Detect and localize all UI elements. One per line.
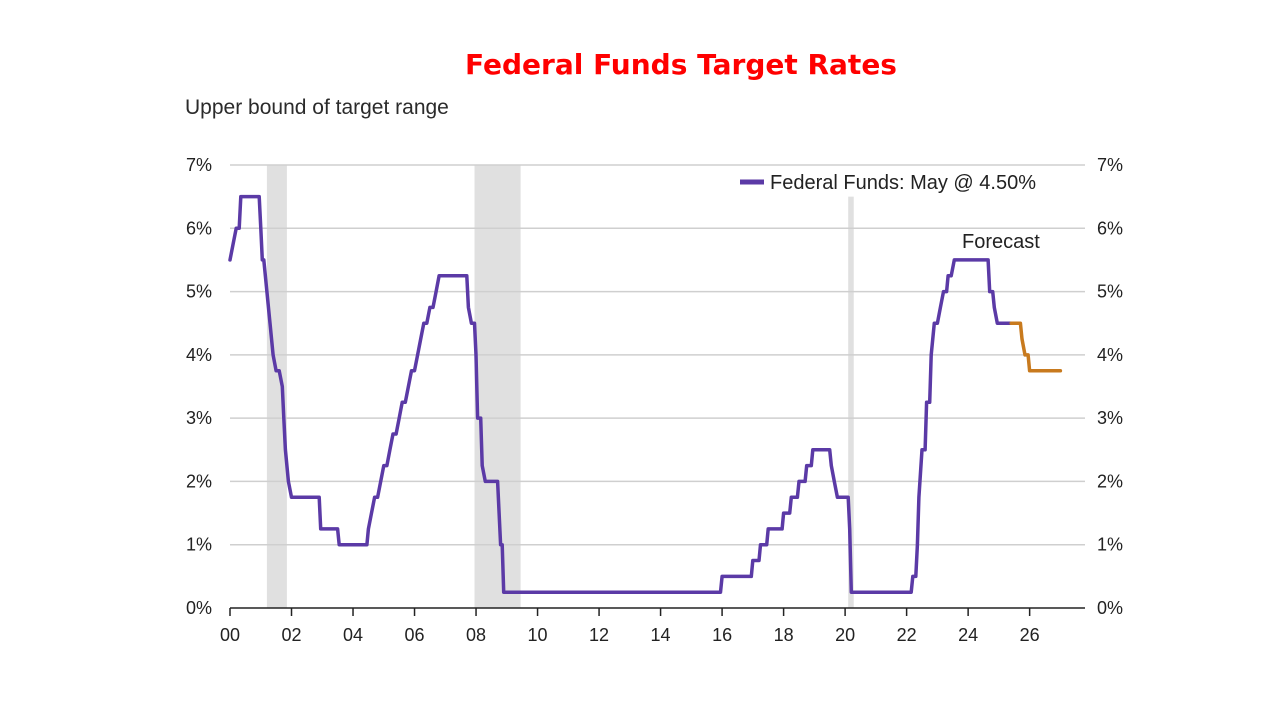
y-tick-label-right: 3% <box>1097 408 1123 428</box>
recession-band <box>848 196 854 608</box>
x-tick-label: 18 <box>774 625 794 645</box>
y-tick-label-right: 0% <box>1097 598 1123 618</box>
y-tick-label-right: 1% <box>1097 535 1123 555</box>
y-tick-label-right: 4% <box>1097 345 1123 365</box>
y-tick-label-left: 2% <box>186 471 212 491</box>
y-tick-label-left: 0% <box>186 598 212 618</box>
y-tick-label-left: 7% <box>186 155 212 175</box>
x-tick-label: 08 <box>466 625 486 645</box>
x-tick-label: 16 <box>712 625 732 645</box>
y-tick-label-right: 2% <box>1097 471 1123 491</box>
recession-band <box>474 165 521 608</box>
y-tick-label-left: 5% <box>186 282 212 302</box>
x-tick-label: 22 <box>897 625 917 645</box>
y-tick-label-right: 5% <box>1097 282 1123 302</box>
x-tick-label: 26 <box>1020 625 1040 645</box>
x-tick-label: 00 <box>220 625 240 645</box>
x-tick-label: 02 <box>281 625 301 645</box>
x-tick-label: 14 <box>651 625 671 645</box>
x-tick-label: 20 <box>835 625 855 645</box>
legend-label: Federal Funds: May @ 4.50% <box>770 172 1036 194</box>
chart-title: Federal Funds Target Rates <box>465 48 897 81</box>
x-tick-label: 06 <box>405 625 425 645</box>
y-tick-label-left: 3% <box>186 408 212 428</box>
recession-band <box>266 165 287 608</box>
x-tick-label: 12 <box>589 625 609 645</box>
series-line-forecast <box>1009 321 1063 373</box>
y-tick-label-left: 1% <box>186 535 212 555</box>
series-line-federal-funds <box>228 194 1013 594</box>
x-tick-label: 10 <box>528 625 548 645</box>
y-tick-label-left: 6% <box>186 218 212 238</box>
y-tick-label-left: 4% <box>186 345 212 365</box>
y-tick-label-right: 7% <box>1097 155 1123 175</box>
y-tick-label-right: 6% <box>1097 218 1123 238</box>
x-tick-label: 24 <box>958 625 978 645</box>
x-tick-label: 04 <box>343 625 363 645</box>
chart-subtitle: Upper bound of target range <box>185 96 449 119</box>
forecast-annotation: Forecast <box>962 231 1040 253</box>
